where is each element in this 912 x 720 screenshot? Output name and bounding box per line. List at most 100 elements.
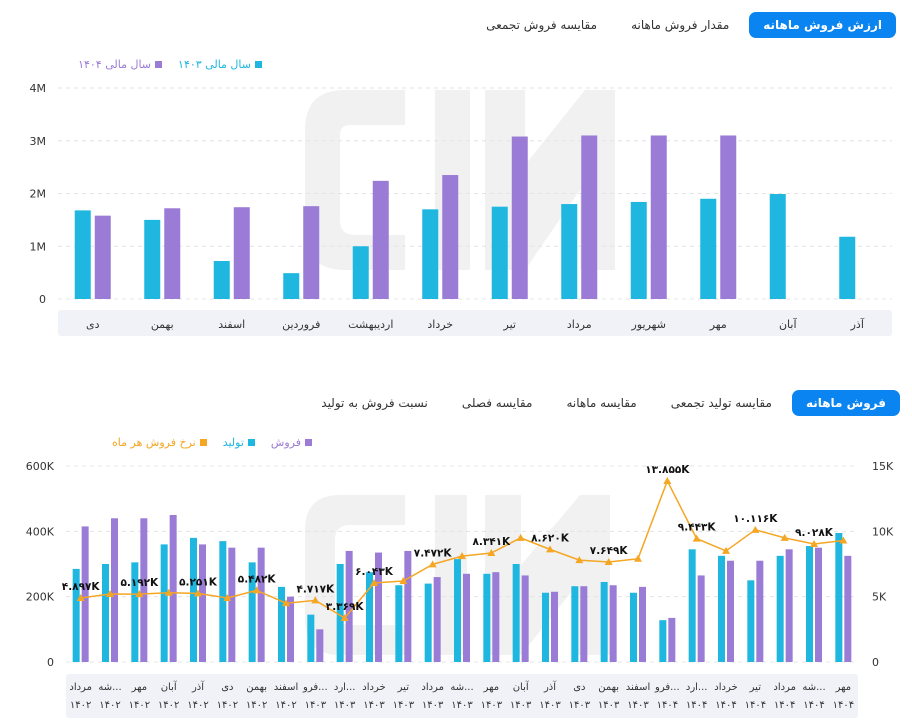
- x-tick-label-year: ۱۴۰۳: [305, 700, 327, 711]
- top-tab-bar: ارزش فروش ماهانه مقدار فروش ماهانه مقایس…: [472, 12, 896, 38]
- bar-sales: [785, 549, 793, 662]
- data-label: ۷.۶۴۹K: [590, 545, 629, 557]
- bar-production: [131, 562, 139, 662]
- x-tick-label-month: مرداد: [421, 682, 444, 693]
- x-tick-label: اردیبهشت: [348, 318, 393, 331]
- sales-rate-point: [311, 596, 320, 604]
- data-label: ۹.۰۲۸K: [795, 527, 834, 539]
- y-tick-label-right: 10K: [872, 525, 894, 538]
- sales-rate-point: [487, 549, 496, 557]
- y-tick-label-left: 400K: [26, 525, 55, 538]
- legend-label: تولید: [222, 436, 244, 449]
- legend-swatch-orange: [199, 439, 207, 446]
- data-label: ۸.۳۴۱K: [472, 536, 511, 548]
- bar-sales: [668, 617, 676, 662]
- x-tick-label: دی: [86, 318, 100, 331]
- x-tick-label-month: مرداد: [773, 682, 796, 693]
- bar-production: [307, 614, 315, 662]
- sales-rate-point: [194, 589, 202, 597]
- y-tick-label-left: 0: [47, 656, 54, 669]
- data-label: ۴.۷۱۷K: [296, 583, 335, 595]
- bar-production: [102, 564, 109, 662]
- legend-item-sales[interactable]: فروش: [271, 436, 312, 449]
- data-label: ۵.۱۹۲K: [120, 577, 159, 589]
- bar-sales: [199, 544, 206, 662]
- legend-item-fy1403[interactable]: سال مالی ۱۴۰۳: [178, 58, 262, 71]
- x-tick-label: اسفند: [218, 318, 245, 331]
- x-tick-label-year: ۱۴۰۳: [510, 700, 532, 711]
- tab-sales-production-ratio[interactable]: نسبت فروش به تولید: [321, 396, 428, 410]
- x-tick-label-month: مرداد: [69, 682, 92, 693]
- tab-monthly-comparison[interactable]: مقایسه ماهانه: [566, 396, 637, 410]
- legend-item-sales-rate[interactable]: نرخ فروش هر ماه: [112, 436, 207, 449]
- sales-rate-point: [692, 534, 701, 542]
- legend-swatch-purple: [155, 61, 163, 68]
- sales-rate-point: [516, 533, 525, 541]
- bar-sales: [375, 552, 382, 662]
- sales-rate-point: [428, 560, 437, 568]
- bar: [442, 175, 459, 299]
- y-tick-label-right: 5K: [872, 591, 887, 604]
- sales-rate-point: [839, 536, 848, 544]
- monthly-sales-value-chart: 0 1M 2M 3M 4M دی بهمن اسفند فروردین اردیبهشت خرداد…: [30, 82, 892, 336]
- bar: [769, 194, 786, 299]
- bar-production: [630, 592, 637, 662]
- data-label: ۴.۸۹۷K: [62, 581, 101, 593]
- bar-sales: [727, 560, 734, 662]
- x-tick-label-year: ۱۴۰۴: [745, 700, 766, 711]
- bar-production: [688, 549, 696, 662]
- data-label: ۸.۶۲۰K: [531, 532, 570, 544]
- data-label: ۷.۴۷۲K: [414, 547, 453, 559]
- bar-production: [835, 532, 843, 662]
- bar-production: [659, 620, 667, 662]
- tab-cumulative-sales-comparison[interactable]: مقایسه فروش تجمعی: [486, 18, 598, 32]
- tab-cumulative-production[interactable]: مقایسه تولید تجمعی: [670, 396, 772, 410]
- bottom-legend: فروش تولید نرخ فروش هر ماه: [112, 436, 312, 449]
- legend-item-fy1404[interactable]: سال مالی ۱۴۰۴: [78, 58, 163, 71]
- x-tick-label-month: فرو...: [302, 682, 328, 693]
- data-label: ۹.۴۴۳K: [678, 522, 717, 534]
- bottom-tab-bar: فروش ماهانه مقایسه تولید تجمعی مقایسه ما…: [307, 390, 900, 416]
- x-tick-label-month: آذر: [543, 680, 557, 693]
- x-tick-label-month: اسفند: [274, 682, 298, 693]
- sales-rate-point: [663, 476, 672, 484]
- sales-rate-point: [546, 545, 554, 553]
- legend-swatch-cyan: [247, 439, 255, 446]
- bar-production: [512, 564, 520, 662]
- bar: [839, 236, 856, 299]
- x-tick-label-year: ۱۴۰۳: [422, 700, 444, 711]
- bar-production: [776, 555, 784, 662]
- tab-monthly-sales-value[interactable]: ارزش فروش ماهانه: [749, 12, 896, 38]
- bar: [233, 207, 250, 299]
- sales-rate-point: [164, 588, 173, 596]
- x-tick-label-year: ۱۴۰۲: [129, 700, 150, 711]
- sales-rate-point: [135, 590, 144, 598]
- tab-seasonal-comparison[interactable]: مقایسه فصلی: [461, 396, 533, 410]
- x-tick-label: شهریور: [631, 318, 666, 331]
- bar: [720, 135, 737, 299]
- data-label: ۳.۳۶۹K: [326, 601, 365, 613]
- sales-rate-point: [634, 554, 642, 562]
- legend-label: سال مالی ۱۴۰۴: [78, 58, 152, 71]
- bar: [650, 135, 667, 299]
- legend-item-production[interactable]: تولید: [223, 436, 255, 449]
- x-tick-label-month: اسفند: [626, 682, 650, 693]
- sales-rate-point: [810, 540, 818, 548]
- sales-rate-point: [604, 558, 613, 566]
- sales-rate-point: [458, 552, 466, 560]
- sales-rate-point: [370, 579, 378, 587]
- x-tick-label-month: آذر: [191, 680, 205, 693]
- bar-production: [160, 544, 168, 662]
- x-tick-label: فروردین: [282, 318, 320, 331]
- tab-monthly-sales-quantity[interactable]: مقدار فروش ماهانه: [631, 18, 730, 32]
- x-tick-label-month: بهمن: [246, 682, 267, 693]
- bar: [581, 135, 598, 299]
- x-tick-label: آبان: [779, 317, 797, 331]
- tab-monthly-sales[interactable]: فروش ماهانه: [791, 390, 900, 416]
- legend-swatch-purple: [305, 439, 312, 446]
- x-tick-label-year: ۱۴۰۳: [539, 700, 561, 711]
- x-tick-label-month: دی: [573, 682, 585, 693]
- x-tick-label-year: ۱۴۰۳: [363, 700, 385, 711]
- x-tick-label-month: مهر: [131, 682, 147, 693]
